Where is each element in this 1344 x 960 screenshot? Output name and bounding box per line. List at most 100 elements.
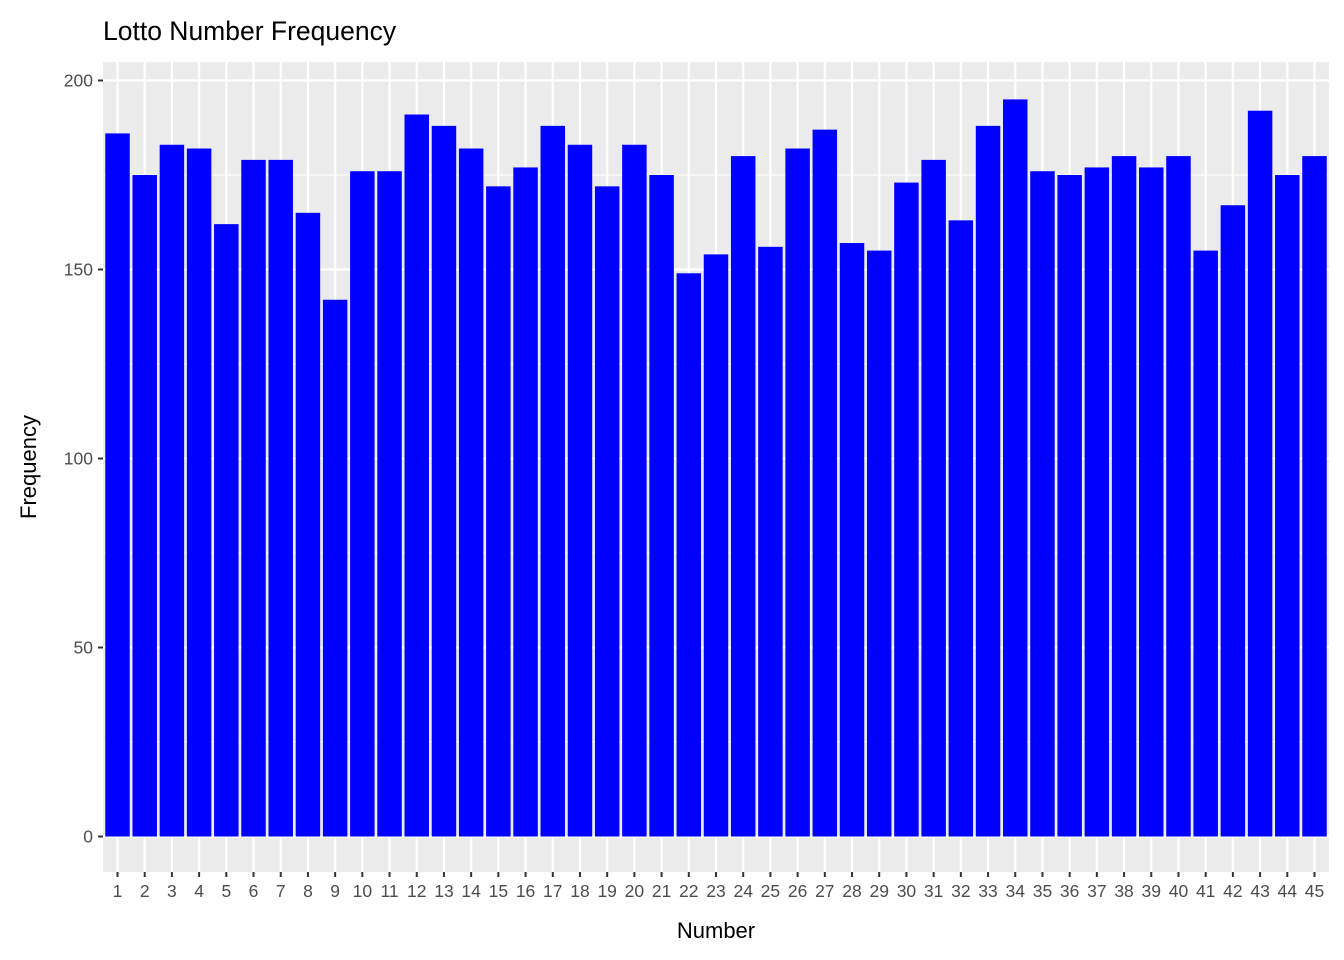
- bar: [594, 186, 620, 837]
- bar: [921, 159, 946, 837]
- y-tick-label: 50: [74, 638, 94, 658]
- x-tick-label: 7: [276, 881, 286, 901]
- x-tick-label: 35: [1033, 881, 1052, 901]
- bar: [322, 299, 348, 837]
- chart-title: Lotto Number Frequency: [103, 16, 397, 46]
- bar: [1247, 110, 1273, 837]
- x-tick-label: 28: [842, 881, 861, 901]
- x-tick-label: 26: [788, 881, 807, 901]
- x-tick-label: 36: [1060, 881, 1079, 901]
- bar: [839, 243, 865, 837]
- x-tick-label: 6: [249, 881, 259, 901]
- bar: [295, 212, 321, 837]
- y-tick-label: 0: [83, 827, 93, 847]
- bar: [649, 175, 674, 837]
- bar: [350, 171, 375, 837]
- x-tick-label: 44: [1278, 881, 1298, 901]
- x-tick-label: 25: [761, 881, 780, 901]
- x-tick-label: 13: [434, 881, 453, 901]
- x-tick-label: 30: [897, 881, 917, 901]
- bar: [540, 125, 566, 837]
- y-axis: 0 50 100 150 200: [64, 71, 103, 847]
- x-tick-label: 12: [407, 881, 426, 901]
- bar: [214, 224, 239, 837]
- bar: [1139, 167, 1164, 837]
- x-axis: 1 2 3 4 5 6 7 8 9 10 11 12 13 14 15 16 17 18 19 20 21 22 23 24 2…: [113, 872, 1324, 901]
- x-tick-label: 37: [1087, 881, 1106, 901]
- x-tick-label: 42: [1223, 881, 1242, 901]
- bar: [1084, 167, 1110, 837]
- bar: [1030, 171, 1055, 837]
- bar: [948, 220, 974, 837]
- x-tick-label: 9: [330, 881, 340, 901]
- x-tick-label: 43: [1250, 881, 1269, 901]
- x-tick-label: 1: [113, 881, 123, 901]
- x-tick-label: 32: [951, 881, 970, 901]
- bar: [758, 246, 783, 837]
- x-tick-label: 39: [1142, 881, 1161, 901]
- bar: [513, 167, 538, 837]
- bar: [186, 148, 212, 837]
- bar: [431, 125, 457, 837]
- x-tick-label: 34: [1006, 881, 1026, 901]
- x-tick-label: 15: [489, 881, 508, 901]
- bar: [1111, 156, 1137, 837]
- x-tick-label: 24: [733, 881, 753, 901]
- x-tick-label: 10: [353, 881, 373, 901]
- y-tick-label: 150: [64, 260, 93, 280]
- bar: [1193, 250, 1218, 837]
- bar: [1275, 175, 1300, 837]
- bar: [458, 148, 484, 837]
- x-tick-label: 22: [679, 881, 698, 901]
- bar: [105, 133, 130, 837]
- x-tick-label: 16: [516, 881, 535, 901]
- y-tick-label: 100: [64, 449, 93, 469]
- bar: [975, 125, 1001, 837]
- x-tick-label: 21: [652, 881, 671, 901]
- x-tick-label: 18: [570, 881, 589, 901]
- y-tick-label: 200: [64, 71, 93, 91]
- bar: [622, 144, 647, 837]
- x-tick-label: 29: [869, 881, 888, 901]
- x-tick-label: 41: [1196, 881, 1215, 901]
- x-axis-title: Number: [677, 918, 755, 943]
- bar: [241, 159, 266, 837]
- x-tick-label: 2: [140, 881, 150, 901]
- x-tick-label: 45: [1305, 881, 1324, 901]
- bar: [1302, 156, 1327, 837]
- x-tick-label: 8: [303, 881, 313, 901]
- x-tick-label: 38: [1114, 881, 1133, 901]
- bar: [1057, 175, 1082, 837]
- bar: [377, 171, 402, 837]
- x-tick-label: 40: [1169, 881, 1189, 901]
- bar: [1166, 156, 1191, 837]
- x-tick-label: 33: [978, 881, 997, 901]
- x-tick-label: 20: [625, 881, 645, 901]
- x-tick-label: 31: [924, 881, 943, 901]
- x-tick-label: 27: [815, 881, 834, 901]
- x-tick-label: 23: [706, 881, 725, 901]
- bar: [676, 273, 702, 837]
- x-tick-label: 5: [221, 881, 231, 901]
- bar: [894, 182, 919, 837]
- bar: [567, 144, 593, 837]
- bar: [404, 114, 429, 837]
- bar: [132, 175, 157, 837]
- bar: [866, 250, 892, 837]
- bar: [1220, 205, 1246, 837]
- bars: [105, 99, 1327, 837]
- bar: [812, 129, 838, 837]
- x-tick-label: 3: [167, 881, 177, 901]
- bar: [1003, 99, 1028, 837]
- bar: [785, 148, 810, 837]
- x-tick-label: 11: [380, 881, 398, 901]
- bar: [486, 186, 511, 837]
- x-tick-label: 17: [543, 881, 562, 901]
- bar: [703, 254, 729, 837]
- bar: [268, 159, 293, 837]
- y-axis-title: Frequency: [16, 415, 41, 519]
- x-tick-label: 14: [461, 881, 481, 901]
- x-tick-label: 19: [597, 881, 616, 901]
- bar: [159, 144, 185, 837]
